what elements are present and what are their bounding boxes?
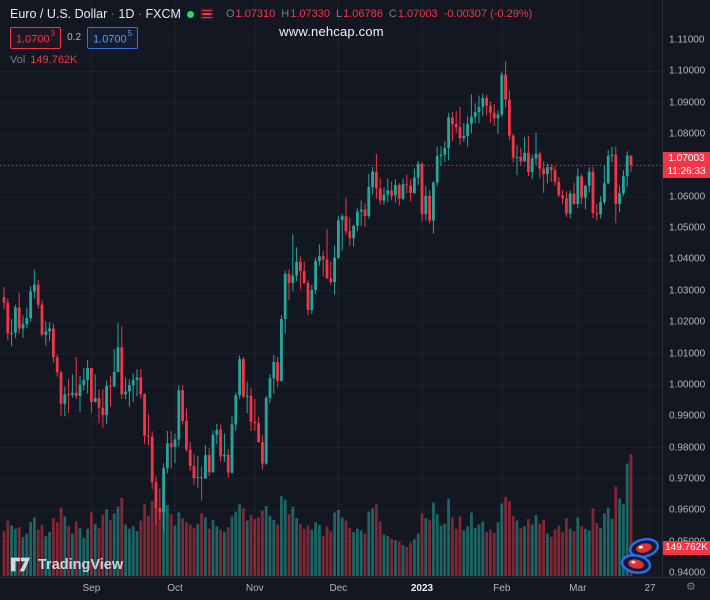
bar-countdown: 11:26:33 [667, 166, 706, 178]
tradingview-logo-icon [10, 557, 31, 572]
time-axis-label: Nov [245, 583, 264, 594]
price-axis-label: 1.04000 [669, 253, 706, 265]
ohlc-readout: O 1.07310 H 1.07330 L 1.06786 C 1.07003 -0.0… [226, 8, 532, 20]
time-axis-label: Feb [493, 583, 511, 594]
spread-value: 0.2 [67, 32, 82, 44]
interval-label: 1D [118, 7, 135, 21]
symbol-name: Euro / U.S. Dollar [10, 7, 108, 21]
logo-stickers [620, 537, 664, 578]
open-value: 1.07310 [235, 8, 276, 20]
low-label: L [336, 8, 343, 20]
watermark: www.nehcap.com [279, 24, 384, 39]
price-axis-label: 0.99000 [669, 410, 706, 422]
logo-sticker-icon-1 [628, 537, 660, 559]
time-axis-label: Mar [569, 583, 587, 594]
separator-dot: · [110, 7, 115, 21]
low-value: 1.06786 [343, 8, 383, 20]
quotes-list-icon[interactable] [199, 7, 214, 21]
high-value: 1.07330 [290, 8, 330, 20]
candlestick-chart[interactable] [0, 0, 663, 578]
price-axis-label: 1.10000 [669, 65, 706, 77]
symbol-title[interactable]: Euro / U.S. Dollar · 1D · FXCM [10, 7, 181, 21]
volume-value: 149.762K [30, 53, 78, 66]
time-axis-label: 27 [644, 583, 656, 594]
price-axis-label: 1.09000 [669, 97, 706, 109]
price-axis-label: 1.03000 [669, 285, 706, 297]
time-axis-label: 2023 [410, 583, 434, 594]
open-label: O [225, 8, 235, 20]
change-value: -0.00307 (-0.29%) [443, 8, 533, 20]
separator-dot: · [137, 7, 143, 21]
logo-sticker-icon-2 [620, 554, 652, 574]
price-axis[interactable]: 1.110001.100001.090001.080001.070001.060… [662, 0, 710, 579]
price-axis-label: 0.96000 [669, 504, 706, 516]
price-axis-label: 0.97000 [669, 473, 706, 485]
time-axis-label: Sep [82, 583, 101, 594]
tradingview-brand-text: TradingView [38, 556, 124, 573]
close-value: 1.07003 [397, 8, 438, 20]
volume-label: Vol [10, 53, 26, 66]
price-axis-label: 1.08000 [669, 128, 706, 140]
price-axis-label: 1.06000 [669, 191, 706, 203]
tradingview-logo[interactable]: TradingView [10, 556, 123, 573]
close-label: C [388, 8, 397, 20]
time-axis-label: Oct [167, 583, 183, 594]
price-axis-label: 1.02000 [669, 316, 706, 328]
price-axis-label: 1.01000 [669, 348, 706, 360]
time-axis-label: Dec [329, 583, 348, 594]
price-axis-label: 0.94000 [669, 567, 706, 579]
exchange-label: FXCM [145, 7, 181, 21]
time-axis[interactable]: Sep Oct Nov Dec 2023 Feb Mar 27 [0, 577, 710, 600]
price-axis-label: 0.98000 [669, 442, 706, 454]
last-price-badge: 1.07003 11:26:33 [663, 152, 710, 179]
price-axis-label: 1.00000 [669, 379, 706, 391]
bid-price-button[interactable]: 1.07003 [10, 27, 62, 49]
last-price-value: 1.07003 [668, 153, 705, 165]
high-label: H [281, 8, 290, 20]
market-status-icon [186, 10, 194, 18]
chart-header: Euro / U.S. Dollar · 1D · FXCM O 1.07310 … [10, 7, 532, 66]
ask-price-button[interactable]: 1.07005 [87, 27, 139, 49]
price-axis-label: 1.11000 [669, 34, 705, 46]
price-axis-label: 1.05000 [669, 222, 706, 234]
gear-icon[interactable]: ⚙ [686, 581, 696, 593]
volume-badge: 149.762K [663, 541, 710, 555]
